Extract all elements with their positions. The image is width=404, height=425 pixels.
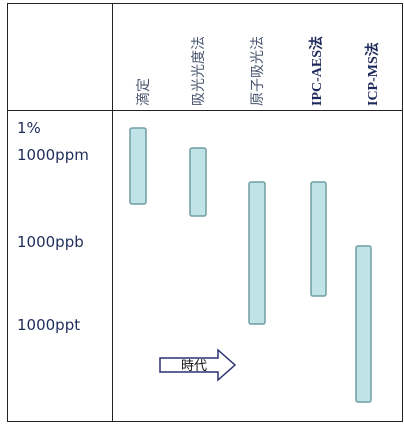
column-header: 吸光光度法 <box>191 36 207 106</box>
range-bar <box>248 181 266 325</box>
column-header: ICP-MS法 <box>364 42 381 106</box>
range-bar <box>310 181 327 297</box>
range-bar <box>355 245 372 403</box>
column-header: IPC-AES法 <box>308 36 325 106</box>
row-label: 1% <box>17 119 41 137</box>
range-bar <box>189 147 207 217</box>
frame <box>7 3 403 422</box>
arrow-label: 時代 <box>181 359 207 374</box>
row-label: 1000ppb <box>17 233 84 251</box>
row-label: 1000ppt <box>17 316 80 334</box>
row-label: 1000ppm <box>17 146 89 164</box>
range-bar <box>129 127 147 205</box>
time-arrow <box>159 348 237 382</box>
column-header: 原子吸光法 <box>250 36 266 106</box>
column-header: 滴定 <box>135 78 152 106</box>
